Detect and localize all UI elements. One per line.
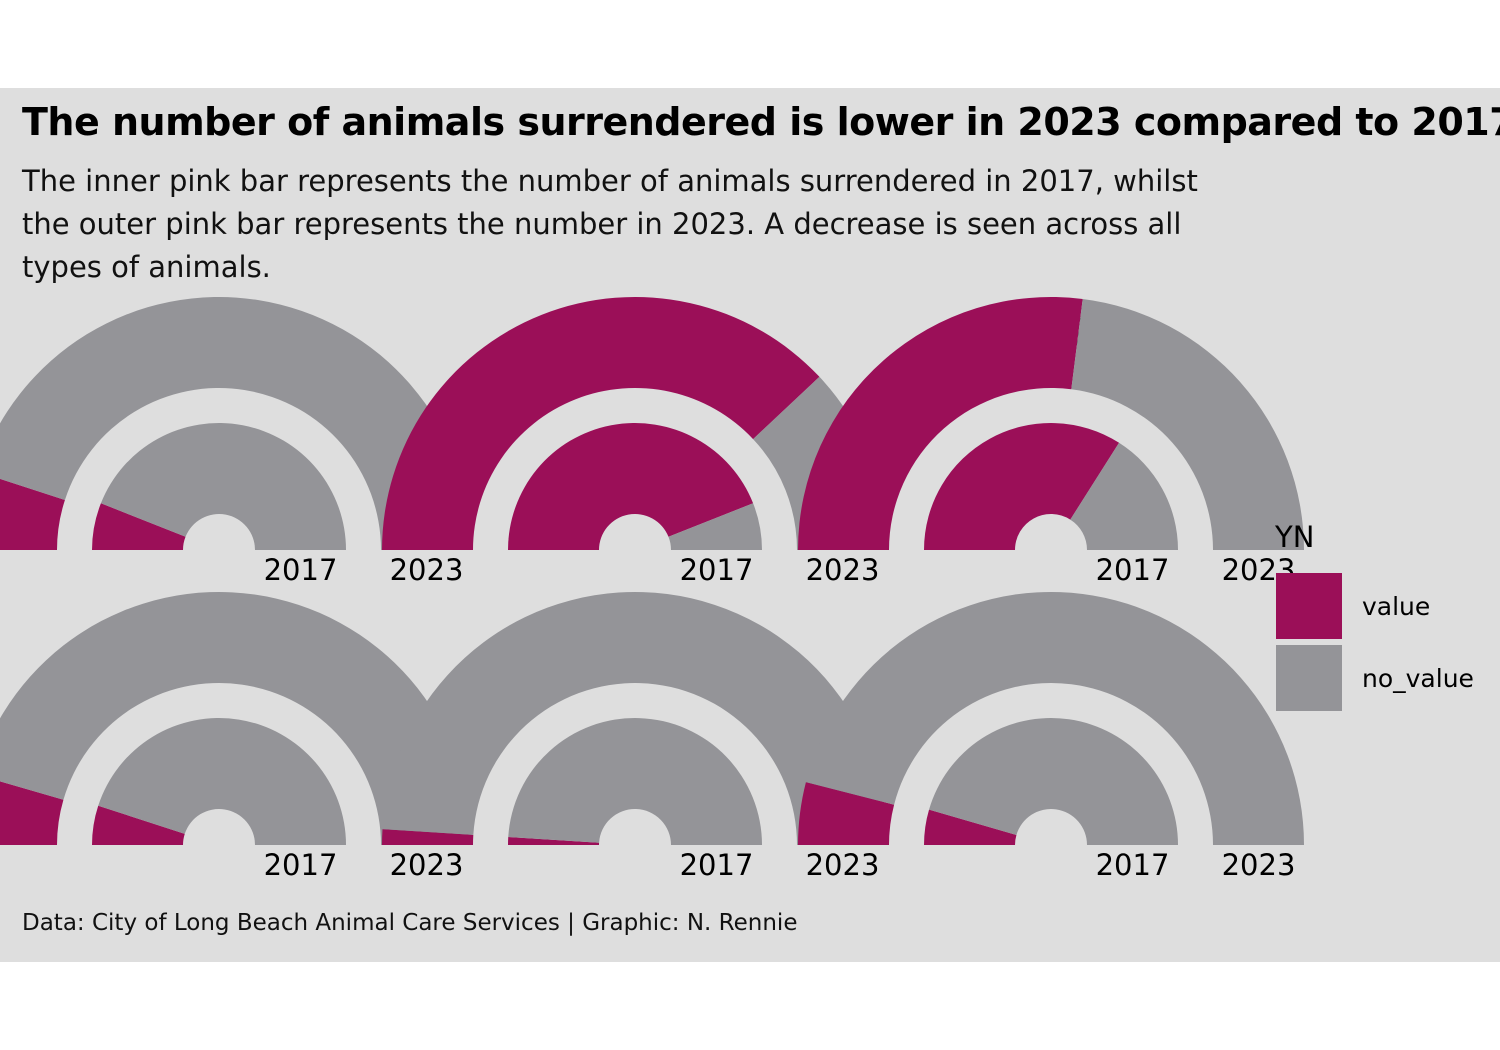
facet-wild: wild20172023 xyxy=(798,592,1304,882)
ring-label-2023: 2023 xyxy=(1222,848,1296,882)
legend-label-no-value: no_value xyxy=(1362,664,1474,693)
facet-bird: bird20172023 xyxy=(0,297,472,587)
bar-bird-2017-no-value xyxy=(100,423,346,550)
facet-cat: cat20172023 xyxy=(382,296,888,587)
ring-label-2023: 2023 xyxy=(806,848,880,882)
ring-label-2023: 2023 xyxy=(806,553,880,587)
chart-subtitle: The inner pink bar represents the number… xyxy=(22,164,1198,284)
bar-cat-2023-value xyxy=(382,296,820,550)
facet-dog: dog20172023 xyxy=(798,297,1304,587)
bar-cat-2017-value xyxy=(508,423,754,550)
bar-dog-2017-no-value xyxy=(1070,442,1178,550)
bar-cat-2017-no-value xyxy=(668,503,762,550)
ring-label-2023: 2023 xyxy=(390,848,464,882)
ring-label-2017: 2017 xyxy=(680,848,754,882)
bar-other-2017-value xyxy=(92,805,185,845)
ring-label-2017: 2017 xyxy=(1096,553,1170,587)
ring-label-2017: 2017 xyxy=(1096,848,1170,882)
bar-dog-2017-value xyxy=(924,422,1120,550)
bar-dog-2023-value xyxy=(798,297,1083,550)
legend-key-no-value xyxy=(1276,645,1342,711)
bar-bird-2023-no-value xyxy=(0,297,472,550)
bar-other-2023-no-value xyxy=(0,592,472,845)
bar-bird-2023-value xyxy=(0,478,65,550)
bar-reptile-2023-no-value xyxy=(382,592,888,845)
chart-title: The number of animals surrendered is low… xyxy=(22,100,1500,144)
bar-wild-2017-value xyxy=(924,809,1017,845)
ring-label-2017: 2017 xyxy=(264,553,338,587)
ring-label-2023: 2023 xyxy=(390,553,464,587)
facet-reptile: reptile20172023 xyxy=(382,592,888,882)
bar-wild-2017-no-value xyxy=(929,717,1178,845)
bar-wild-2023-no-value xyxy=(805,592,1304,845)
chart-caption: Data: City of Long Beach Animal Care Ser… xyxy=(22,910,798,936)
bar-reptile-2017-value xyxy=(508,837,600,845)
ring-label-2017: 2017 xyxy=(264,848,338,882)
bar-reptile-2017-no-value xyxy=(508,717,762,845)
ring-label-2017: 2017 xyxy=(680,553,754,587)
legend-key-value xyxy=(1276,573,1342,639)
bar-dog-2023-no-value xyxy=(1071,298,1304,550)
bar-reptile-2023-value xyxy=(382,829,474,845)
bar-other-2017-no-value xyxy=(98,718,346,845)
bar-wild-2023-value xyxy=(798,782,895,845)
facet-other: other20172023 xyxy=(0,592,472,882)
bar-bird-2017-value xyxy=(92,503,186,550)
legend-label-value: value xyxy=(1362,592,1431,621)
bar-other-2023-value xyxy=(0,781,64,845)
legend-title: YN xyxy=(1275,520,1315,554)
